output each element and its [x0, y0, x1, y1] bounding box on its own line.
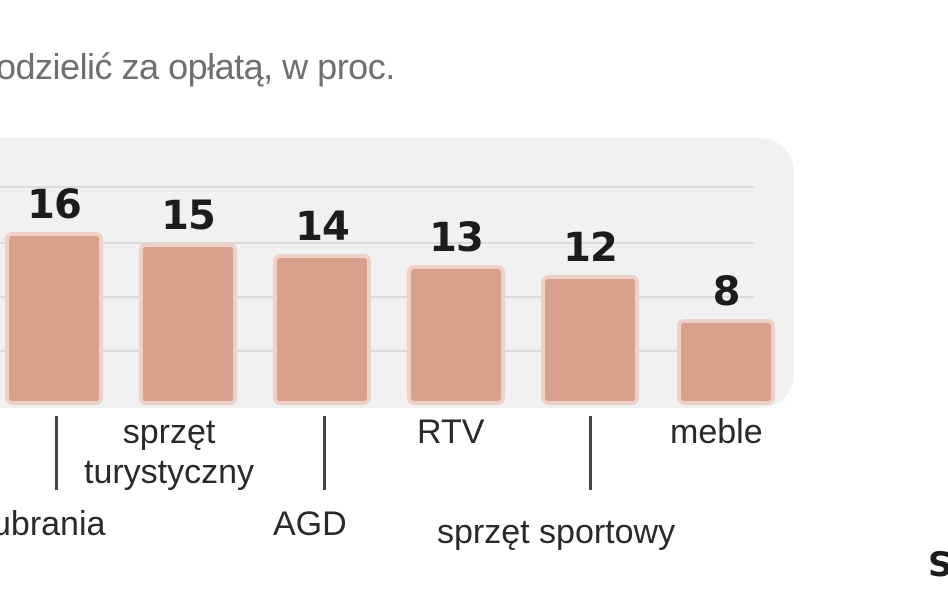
value-label-5: 12 [563, 225, 618, 272]
chart-subtitle: odzielić za opłatą, w proc. [0, 46, 395, 87]
gridline [0, 186, 754, 188]
category-label-line: RTV [417, 413, 485, 451]
source-label: S [928, 545, 948, 585]
chart-plot-area [0, 138, 794, 408]
bar-3 [273, 253, 371, 405]
label-leader-line [55, 416, 58, 490]
label-leader-line [323, 416, 326, 490]
bar-6 [677, 318, 775, 405]
category-label-agd: AGD [273, 504, 347, 544]
label-leader-line [589, 416, 592, 490]
category-label-sprzet-turystyczny: sprzęt turystyczny [84, 412, 254, 492]
bar-1 [5, 232, 103, 405]
value-label-2: 15 [161, 193, 216, 239]
category-label-sprzet-sportowy: sprzęt sportowy [437, 512, 675, 552]
category-label-line: turystyczny [84, 453, 255, 491]
bar-5 [541, 275, 639, 405]
value-label-6: 8 [712, 268, 741, 315]
category-label-line: ubrania [0, 505, 106, 543]
category-label-line: AGD [273, 505, 347, 543]
category-label-meble: meble [670, 412, 763, 452]
category-label-line: sprzęt sportowy [437, 513, 676, 551]
category-label-line: meble [670, 413, 763, 451]
category-label-ubrania: ubrania [0, 504, 105, 544]
bar-2 [139, 243, 237, 405]
gridline [0, 350, 754, 352]
value-label-1: 16 [27, 182, 82, 229]
value-label-4: 13 [429, 214, 484, 261]
gridline [0, 242, 754, 244]
bar-4 [407, 264, 505, 405]
category-label-line: sprzęt [122, 413, 216, 451]
gridline [0, 296, 754, 298]
value-label-3: 14 [295, 203, 350, 250]
category-label-rtv: RTV [417, 412, 484, 452]
